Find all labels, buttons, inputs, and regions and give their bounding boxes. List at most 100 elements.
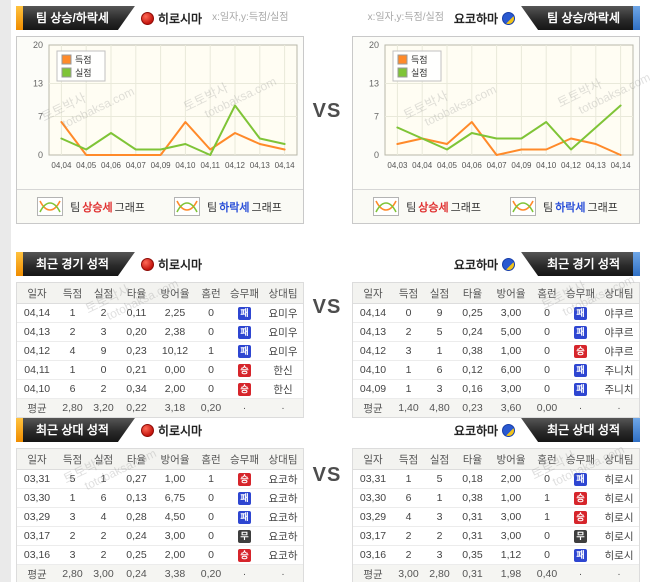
trend-header-left: 팀 상승/하락세 히로시마 x:일자,y:득점/실점 bbox=[16, 6, 304, 30]
svg-text:04,13: 04,13 bbox=[250, 161, 271, 170]
vs-label: VS bbox=[312, 296, 342, 318]
column-header: 타율 bbox=[119, 449, 154, 470]
table-row: 04,13 2 3 0,20 2,38 0 패 요미우 bbox=[17, 322, 303, 342]
table-row: 04,09 1 3 0,16 3,00 0 패 주니치 bbox=[353, 379, 639, 399]
trend-lines-icon bbox=[37, 197, 64, 216]
team-name: 히로시마 bbox=[157, 257, 203, 272]
column-header: 승무패 bbox=[226, 449, 263, 470]
column-header: 타율 bbox=[455, 283, 490, 304]
table-row: 04,11 1 0 0,21 0,00 0 승 한신 bbox=[17, 360, 303, 380]
result-badge: 패 bbox=[574, 472, 587, 486]
team-label-hiroshima: 히로시마 bbox=[137, 418, 206, 442]
result-badge: 패 bbox=[574, 306, 587, 320]
team-label-hiroshima: 히로시마 bbox=[137, 6, 206, 30]
svg-text:04,12: 04,12 bbox=[225, 161, 246, 170]
blue-accent-bar bbox=[633, 418, 640, 442]
column-header: 득점 bbox=[393, 449, 424, 470]
uptrend-legend-label: 팀 상승세 그래프 bbox=[406, 201, 481, 214]
vs-label: VS bbox=[312, 100, 342, 122]
column-header: 실점 bbox=[88, 449, 119, 470]
table-row: 04,12 3 1 0,38 1,00 0 승 야쿠르 bbox=[353, 341, 639, 361]
svg-text:04,06: 04,06 bbox=[462, 161, 483, 170]
team-label-yokohama: 요코하마 bbox=[450, 252, 519, 276]
column-header: 승무패 bbox=[562, 283, 599, 304]
column-header: 일자 bbox=[353, 449, 393, 470]
column-header: 일자 bbox=[353, 283, 393, 304]
orange-accent-bar bbox=[16, 6, 23, 30]
downtrend-legend: 팀 하락세 그래프 bbox=[510, 197, 619, 216]
svg-text:04,04: 04,04 bbox=[412, 161, 433, 170]
column-header: 실점 bbox=[424, 449, 455, 470]
recent-table-left-wrap: 일자 득점 실점 타율 방어율 홈런 승무패 상대팀 04,14 1 2 0,11 2,25 0 패 요미우 0… bbox=[16, 282, 304, 418]
svg-text:실점: 실점 bbox=[411, 67, 428, 78]
svg-text:득점: 득점 bbox=[411, 54, 428, 65]
column-header: 일자 bbox=[17, 449, 57, 470]
uptrend-legend-label: 팀 상승세 그래프 bbox=[70, 201, 145, 214]
result-badge: 승 bbox=[238, 548, 251, 562]
svg-text:04,03: 04,03 bbox=[387, 161, 408, 170]
column-header: 상대팀 bbox=[599, 283, 639, 304]
team-name: 히로시마 bbox=[157, 11, 203, 26]
table-row: 03,31 5 1 0,27 1,00 1 승 요코하 bbox=[17, 469, 303, 489]
team-name: 요코하마 bbox=[453, 423, 499, 438]
svg-text:04,07: 04,07 bbox=[126, 161, 147, 170]
downtrend-legend-label: 팀 하락세 그래프 bbox=[207, 201, 282, 214]
table-row: 03,30 6 1 0,38 1,00 1 승 히로시 bbox=[353, 488, 639, 508]
svg-text:0: 0 bbox=[374, 150, 379, 160]
svg-text:04,13: 04,13 bbox=[586, 161, 607, 170]
section-title-ribbon: 팀 상승/하락세 bbox=[521, 6, 633, 30]
svg-text:04,05: 04,05 bbox=[437, 161, 458, 170]
trend-lines-icon bbox=[373, 197, 400, 216]
team-label-yokohama: 요코하마 bbox=[450, 418, 519, 442]
h2h-table-hiroshima: 일자 득점 실점 타율 방어율 홈런 승무패 상대팀 03,31 5 1 0,27 1,00 1 승 요코하 0… bbox=[17, 449, 303, 582]
svg-text:04,09: 04,09 bbox=[151, 161, 172, 170]
column-header: 상대팀 bbox=[263, 449, 303, 470]
svg-text:13: 13 bbox=[369, 79, 379, 89]
svg-text:04,11: 04,11 bbox=[200, 161, 220, 170]
result-badge: 패 bbox=[238, 306, 251, 320]
yokohama-mascot-icon bbox=[502, 11, 516, 25]
column-header: 승무패 bbox=[226, 283, 263, 304]
recent-panel-hiroshima: 최근 경기 성적 히로시마 일자 득점 실점 타율 방어율 홈런 승무패 상대팀 04,14 1 2… bbox=[16, 252, 304, 418]
orange-accent-bar bbox=[16, 418, 23, 442]
table-row: 03,17 2 2 0,31 3,00 0 무 히로시 bbox=[353, 526, 639, 546]
uptrend-legend: 팀 상승세 그래프 bbox=[37, 197, 146, 216]
axis-note: x:일자,y:득점/실점 bbox=[212, 12, 289, 23]
svg-text:04,10: 04,10 bbox=[536, 161, 557, 170]
svg-text:20: 20 bbox=[369, 40, 379, 50]
table-row: 03,29 4 3 0,31 3,00 1 승 히로시 bbox=[353, 507, 639, 527]
table-row: 04,12 4 9 0,23 10,12 1 패 요미우 bbox=[17, 341, 303, 361]
table-row: 03,30 1 6 0,13 6,75 0 패 요코하 bbox=[17, 488, 303, 508]
page-left-gutter bbox=[0, 0, 11, 582]
yokohama-mascot-icon bbox=[502, 423, 516, 437]
h2h-panel-hiroshima: 최근 상대 성적 히로시마 일자 득점 실점 타율 방어율 홈런 승무패 상대팀 03,31 5 1… bbox=[16, 418, 304, 582]
column-header: 일자 bbox=[17, 283, 57, 304]
h2h-table-yokohama: 일자 득점 실점 타율 방어율 홈런 승무패 상대팀 03,31 1 5 0,18 2,00 0 패 히로시 0… bbox=[353, 449, 639, 582]
team-label-hiroshima: 히로시마 bbox=[137, 252, 206, 276]
trend-chart-box-left: 04,04 04,05 04,06 04,07 04,09 04,10 04,11 04,12… bbox=[16, 36, 304, 224]
svg-text:04,07: 04,07 bbox=[487, 161, 508, 170]
result-badge: 패 bbox=[574, 382, 587, 396]
trend-header-right: x:일자,y:득점/실점 요코하마 팀 상승/하락세 bbox=[352, 6, 640, 30]
recent-panel-yokohama: 요코하마 최근 경기 성적 일자 득점 실점 타율 방어율 홈런 승무패 상대팀 04,14 0 9… bbox=[352, 252, 640, 418]
trend-lines-icon bbox=[510, 197, 536, 216]
section-title-ribbon: 팀 상승/하락세 bbox=[23, 6, 135, 30]
recent-header-right: 요코하마 최근 경기 성적 bbox=[352, 252, 640, 276]
recent-header-left: 최근 경기 성적 히로시마 bbox=[16, 252, 304, 276]
section-title-ribbon: 최근 경기 성적 bbox=[23, 252, 135, 276]
result-badge: 승 bbox=[238, 382, 251, 396]
trend-lines-icon bbox=[174, 197, 200, 216]
hiroshima-mascot-icon bbox=[140, 257, 154, 271]
team-name: 히로시마 bbox=[157, 423, 203, 438]
table-row: 03,16 2 3 0,35 1,12 0 패 히로시 bbox=[353, 545, 639, 565]
result-badge: 패 bbox=[238, 491, 251, 505]
column-header: 방어율 bbox=[154, 449, 196, 470]
trend-chart-yokohama: 04,03 04,04 04,05 04,06 04,07 04,09 04,10 04,12… bbox=[369, 40, 634, 170]
table-row: 04,13 2 5 0,24 5,00 0 패 야쿠르 bbox=[353, 322, 639, 342]
column-header: 득점 bbox=[57, 283, 88, 304]
column-header: 홈런 bbox=[532, 449, 562, 470]
svg-text:04,12: 04,12 bbox=[561, 161, 582, 170]
section-title-ribbon: 최근 상대 성적 bbox=[521, 418, 633, 442]
table-row: 03,16 3 2 0,25 2,00 0 승 요코하 bbox=[17, 545, 303, 565]
